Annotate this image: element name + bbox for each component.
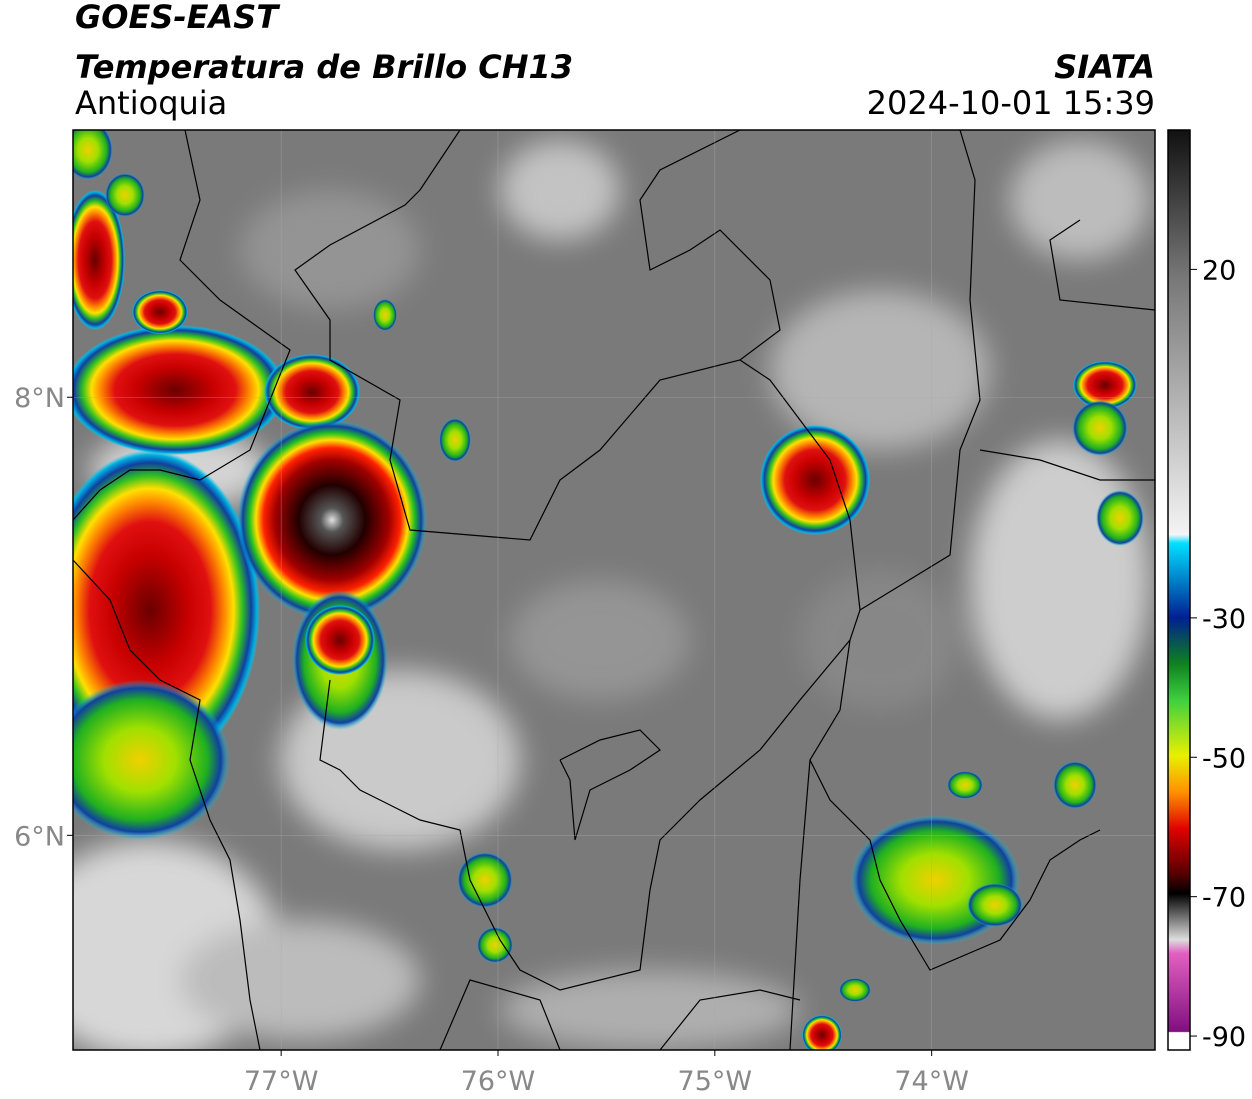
colorbar-tick-label: -30 [1202, 604, 1246, 635]
colorbar-tick-label: -90 [1202, 1022, 1246, 1053]
subtitle: Temperatura de Brillo CH13 [75, 48, 573, 86]
colorbar-tick-label: -70 [1202, 883, 1246, 914]
colorbar-tick-label: -50 [1202, 743, 1246, 774]
colorbar-tick-label: 20 [1202, 255, 1236, 286]
title: GOES-EAST [75, 0, 280, 36]
borders [73, 130, 1155, 1050]
satellite-image [73, 130, 1155, 1050]
y-tick-label: 8°N [14, 383, 65, 414]
source: SIATA [1054, 48, 1155, 86]
x-tick-label: 77°W [244, 1066, 319, 1097]
region: Antioquia [75, 84, 227, 122]
x-tick-label: 75°W [678, 1066, 753, 1097]
map-frame [72, 129, 1156, 1051]
colorbar [1167, 129, 1191, 1051]
grid [73, 130, 1155, 1050]
y-tick-label: 6°N [14, 821, 65, 852]
datetime: 2024-10-01 15:39 [867, 84, 1155, 122]
storm-cells [73, 130, 1144, 1050]
x-tick-label: 76°W [461, 1066, 536, 1097]
x-tick-label: 74°W [894, 1066, 969, 1097]
